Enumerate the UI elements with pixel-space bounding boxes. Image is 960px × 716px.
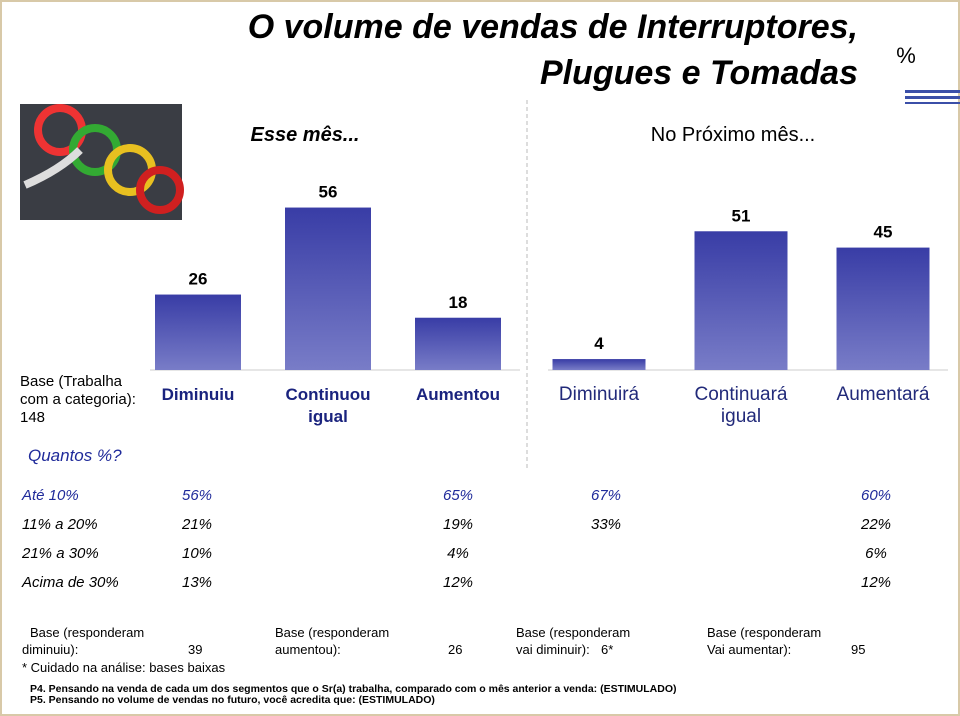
base-label: vai diminuir): <box>516 642 590 657</box>
value-label: 45 <box>874 223 893 242</box>
value-label: 18 <box>449 293 468 312</box>
base-note: com a categoria): <box>20 391 136 408</box>
table-cell: 22% <box>860 516 891 533</box>
base-n: 26 <box>448 642 462 657</box>
row-label: 11% a 20% <box>22 516 98 533</box>
question: P5. Pensando no volume de vendas no futu… <box>30 694 435 706</box>
base-label: Base (responderam <box>30 625 144 640</box>
base-n: 39 <box>188 642 202 657</box>
chart-title: No Próximo mês... <box>651 124 815 146</box>
table-cell: 19% <box>443 516 473 533</box>
base-label: Base (responderam <box>707 625 821 640</box>
category-label: Diminuiu <box>162 385 235 404</box>
value-label: 51 <box>732 206 751 225</box>
value-label: 4 <box>594 334 604 353</box>
table-cell: 10% <box>182 545 212 562</box>
chart-title: Esse mês... <box>251 124 360 146</box>
table-cell: 67% <box>591 487 621 504</box>
base-label: aumentou): <box>275 642 341 657</box>
category-label: Continuou igual <box>286 385 371 426</box>
value-label: 26 <box>189 270 208 289</box>
question: P4. Pensando na venda de cada um dos seg… <box>30 683 676 695</box>
table-cell: 6% <box>865 545 887 562</box>
base-label: diminuiu): <box>22 642 78 657</box>
table-cell: 33% <box>591 516 621 533</box>
unit-label: % <box>896 43 916 68</box>
corner-stripes <box>905 90 960 104</box>
bar-shade <box>415 317 501 370</box>
base-label: Base (responderam <box>275 625 389 640</box>
table-cell: 12% <box>443 574 473 591</box>
product-photo <box>20 104 184 220</box>
bar-shade <box>836 247 930 370</box>
table-cell: 60% <box>861 487 891 504</box>
table-question: Quantos %? <box>28 446 122 465</box>
bar-shade <box>285 207 371 370</box>
base-label: Vai aumentar): <box>707 642 791 657</box>
title-line: Plugues e Tomadas <box>540 54 858 92</box>
title-line: O volume de vendas de Interruptores, <box>248 8 858 46</box>
row-label: Acima de 30% <box>21 574 119 591</box>
table-cell: 21% <box>181 516 212 533</box>
bar-shade <box>155 294 241 370</box>
value-label: 56 <box>319 183 338 202</box>
base-note: Base (Trabalha <box>20 373 123 390</box>
caution: * Cuidado na análise: bases baixas <box>22 660 226 675</box>
row-label: 21% a 30% <box>21 545 99 562</box>
category-label: Aumentará <box>837 384 930 405</box>
table-cell: 4% <box>447 545 469 562</box>
table-cell: 65% <box>443 487 473 504</box>
base-n: 95 <box>851 642 865 657</box>
category-label: Aumentou <box>416 385 500 404</box>
category-label: Diminuirá <box>559 384 640 405</box>
category-label: Continuará igual <box>695 384 788 427</box>
row-label: Até 10% <box>21 487 79 504</box>
table-cell: 12% <box>861 574 891 591</box>
table-cell: 13% <box>182 574 212 591</box>
bar-shade <box>552 359 646 370</box>
table-cell: 56% <box>182 487 212 504</box>
base-label: Base (responderam <box>516 625 630 640</box>
base-n: 6* <box>601 642 613 657</box>
bar-shade <box>694 231 788 370</box>
base-note: 148 <box>20 409 45 426</box>
